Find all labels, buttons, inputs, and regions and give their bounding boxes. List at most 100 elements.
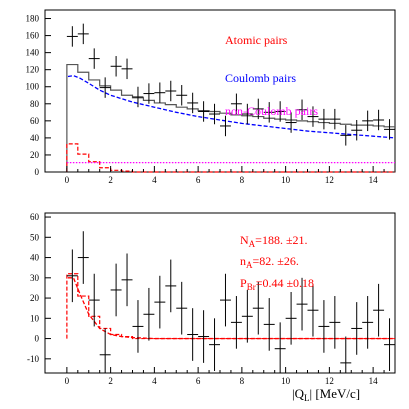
data-point <box>198 310 210 363</box>
data-point <box>340 336 352 373</box>
legend-non-coulomb: non-Coulomb pairs <box>225 104 318 118</box>
y-tick-label: 50 <box>30 232 40 242</box>
y-tick-label: 30 <box>30 273 40 283</box>
data-point <box>329 108 341 130</box>
data-point <box>220 273 231 327</box>
data-point <box>230 296 242 349</box>
x-tick-label: 4 <box>152 376 157 386</box>
curve-series <box>67 277 395 340</box>
data-point <box>373 283 385 337</box>
y-tick-label: 60 <box>30 116 40 126</box>
data-point <box>318 108 330 130</box>
bottom-y-ticks: -10 0 10 20 30 40 50 60 <box>27 212 51 364</box>
x-tick-label: 2 <box>108 175 113 185</box>
data-point <box>66 26 78 47</box>
data-point <box>285 112 297 133</box>
x-tick-label: 10 <box>281 376 291 386</box>
data-point <box>66 249 78 303</box>
data-point <box>187 92 199 114</box>
data-point <box>176 85 188 106</box>
data-point <box>143 287 155 341</box>
data-point <box>318 300 330 353</box>
data-point <box>263 298 275 351</box>
data-point <box>99 328 111 373</box>
y-tick-label: 120 <box>26 65 40 75</box>
annotation-n-a-bin: nA=82. ±26. <box>240 254 299 270</box>
bottom-data-points <box>66 231 395 373</box>
top-x-ticks: 0 2 4 6 8 10 12 14 <box>65 166 385 185</box>
annotation-p-br: PBr=0.44 ±0.18 <box>240 276 314 292</box>
top-series-layer <box>66 63 396 173</box>
data-point <box>362 110 374 132</box>
data-point <box>252 281 264 335</box>
bottom-x-ticks: 0 2 4 6 8 10 12 14 <box>65 367 385 386</box>
top-data-points <box>66 23 395 146</box>
bottom-plot-frame <box>44 212 396 374</box>
data-point <box>154 82 166 103</box>
x-tick-label: 8 <box>240 175 245 185</box>
data-point <box>384 119 395 140</box>
data-point <box>230 93 242 115</box>
fit-results: NA=188. ±21. nA=82. ±26. PBr=0.44 ±0.18 <box>240 233 314 292</box>
data-point <box>198 101 210 122</box>
data-point <box>241 103 253 125</box>
x-tick-label: 6 <box>196 376 201 386</box>
data-point <box>176 281 188 335</box>
y-tick-label: 140 <box>26 48 40 58</box>
x-tick-label: 12 <box>325 376 334 386</box>
legend: Atomic pairs Coulomb pairs non-Coulomb p… <box>225 33 318 118</box>
x-axis-label: |QL| [MeV/c] <box>292 386 360 403</box>
data-point <box>241 289 253 343</box>
data-point <box>99 77 111 98</box>
data-point <box>154 275 166 329</box>
data-point <box>285 291 297 345</box>
bottom-panel: 0 2 4 6 8 10 12 14 -10 0 10 20 30 40 50 60 NA=188. ±21… <box>27 212 396 403</box>
y-tick-label: 60 <box>30 212 40 222</box>
data-point <box>121 253 133 307</box>
data-point <box>121 58 133 80</box>
top-panel: 0 2 4 6 8 10 12 14 0 20 40 60 80 100 120 140 160 180 Ato… <box>26 9 396 185</box>
data-point <box>110 263 122 317</box>
y-tick-label: 40 <box>30 133 40 143</box>
data-point <box>187 308 199 361</box>
data-point <box>143 83 155 104</box>
top-plot-frame <box>44 9 396 173</box>
x-tick-label: 0 <box>65 376 70 386</box>
data-point <box>307 283 319 337</box>
data-point <box>209 318 220 371</box>
data-point <box>88 273 100 327</box>
data-point <box>77 23 89 45</box>
data-point <box>220 115 231 137</box>
y-tick-label: 100 <box>26 82 40 92</box>
data-point <box>296 99 308 120</box>
x-tick-label: 14 <box>369 175 379 185</box>
x-tick-label: 4 <box>152 175 157 185</box>
y-tick-label: 0 <box>35 167 40 177</box>
data-point <box>165 80 177 102</box>
data-point <box>329 296 341 349</box>
x-tick-label: 6 <box>196 175 201 185</box>
data-point <box>132 300 144 353</box>
data-point <box>252 98 264 120</box>
y-tick-label: 180 <box>26 14 40 24</box>
data-point <box>340 125 352 146</box>
x-tick-label: 0 <box>65 175 70 185</box>
data-point <box>373 109 385 131</box>
data-point <box>132 86 144 108</box>
data-point <box>351 302 363 355</box>
data-point <box>263 102 275 123</box>
data-point <box>165 259 177 313</box>
y-tick-label: 10 <box>30 313 40 323</box>
x-tick-label: 8 <box>240 376 245 386</box>
curve-series <box>67 74 396 139</box>
data-point <box>384 318 395 371</box>
data-point <box>307 106 319 127</box>
legend-coulomb: Coulomb pairs <box>225 71 296 85</box>
data-point <box>88 48 100 69</box>
y-tick-label: 160 <box>26 31 40 41</box>
data-point <box>110 56 122 77</box>
y-tick-label: 20 <box>30 150 40 160</box>
histogram-series <box>66 143 395 173</box>
y-tick-label: 40 <box>30 253 40 263</box>
